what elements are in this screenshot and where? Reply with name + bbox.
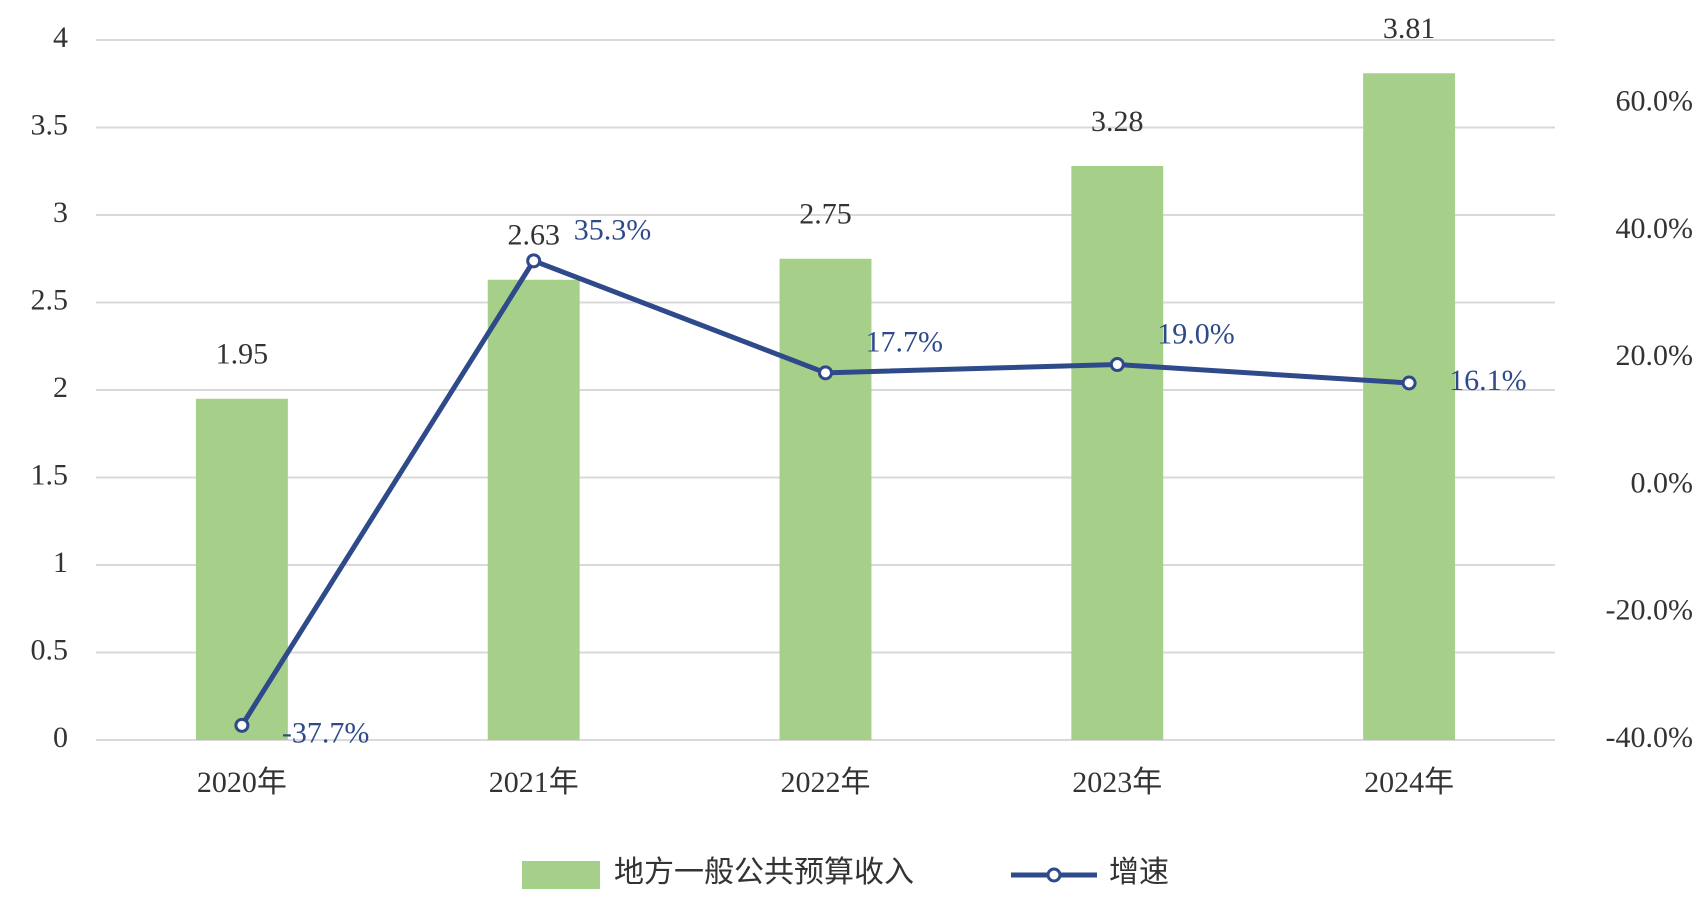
bar-value-label: 2.75 — [799, 198, 852, 231]
bar-value-label: 3.81 — [1383, 12, 1436, 45]
y2-tick-label: 20.0% — [1616, 339, 1694, 372]
line-point — [818, 365, 833, 381]
bar-value-label: 3.28 — [1091, 105, 1144, 138]
y-tick-label: 4 — [53, 21, 68, 54]
line-point — [1109, 357, 1125, 373]
bar — [487, 279, 580, 740]
bar — [779, 258, 872, 740]
line-value-label: 16.1% — [1449, 364, 1527, 397]
x-tick-label: 2022年 — [781, 766, 871, 799]
x-tick-label: 2024年 — [1364, 766, 1454, 799]
legend-swatch — [1046, 867, 1062, 883]
y2-tick-label: 60.0% — [1616, 85, 1694, 118]
line-point — [1401, 375, 1417, 391]
x-tick-label: 2021年 — [489, 766, 579, 799]
line-value-label: 17.7% — [866, 326, 944, 359]
y-tick-label: 3.5 — [31, 108, 69, 141]
y-tick-label: 0 — [53, 721, 68, 754]
y-tick-label: 1.5 — [31, 458, 69, 491]
y2-tick-label: -40.0% — [1606, 721, 1693, 754]
bar — [1071, 166, 1164, 740]
line-value-label: 35.3% — [574, 214, 652, 247]
line-value-label: 19.0% — [1157, 317, 1235, 350]
y2-tick-label: 0.0% — [1631, 466, 1694, 499]
x-tick-label: 2023年 — [1072, 766, 1162, 799]
y-tick-label: 2.5 — [31, 283, 69, 316]
x-tick-label: 2020年 — [197, 766, 287, 799]
y2-tick-label: 40.0% — [1616, 212, 1694, 245]
bar — [195, 398, 288, 740]
legend-label: 增速 — [1109, 856, 1169, 889]
line-point — [234, 717, 250, 733]
legend-label: 地方一般公共预算收入 — [614, 856, 914, 889]
line-value-label: -37.7% — [282, 716, 369, 749]
line-point — [526, 253, 542, 269]
y-tick-label: 3 — [53, 196, 68, 229]
y-tick-label: 0.5 — [31, 633, 69, 666]
bar-value-label: 1.95 — [216, 338, 269, 371]
y2-tick-label: -20.0% — [1606, 594, 1693, 627]
legend-swatch — [522, 861, 600, 889]
bar-value-label: 2.63 — [507, 219, 560, 252]
bar — [1363, 73, 1456, 740]
y-tick-label: 1 — [53, 546, 68, 579]
y-tick-label: 2 — [53, 371, 68, 404]
